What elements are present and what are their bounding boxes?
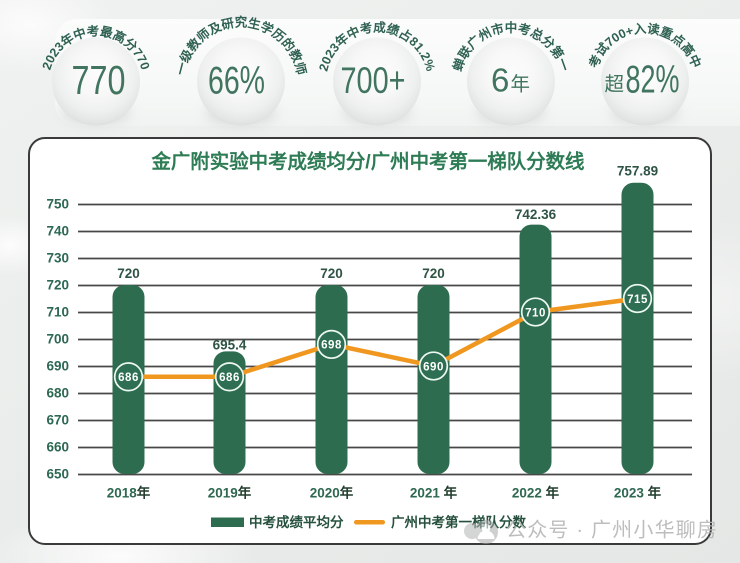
svg-text:2019年: 2019年 — [208, 485, 252, 501]
svg-text:650: 650 — [46, 467, 69, 482]
svg-text:720: 720 — [46, 278, 69, 293]
svg-text:2022 年: 2022 年 — [512, 485, 560, 501]
svg-text:2020年: 2020年 — [310, 485, 354, 501]
svg-text:2021 年: 2021 年 — [410, 485, 458, 501]
svg-text:700: 700 — [46, 332, 69, 347]
svg-text:720: 720 — [422, 266, 445, 281]
svg-text:698: 698 — [321, 340, 342, 352]
svg-text:660: 660 — [46, 440, 69, 455]
svg-text:年: 年 — [511, 74, 531, 96]
svg-text:680: 680 — [46, 386, 69, 401]
svg-text:750: 750 — [46, 197, 69, 212]
svg-text:6: 6 — [491, 62, 509, 99]
svg-text:670: 670 — [46, 413, 69, 428]
svg-text:710: 710 — [525, 307, 546, 319]
svg-text:超: 超 — [605, 74, 625, 96]
svg-text:710: 710 — [46, 305, 69, 320]
svg-text:2018年: 2018年 — [107, 485, 151, 501]
svg-text:730: 730 — [46, 251, 69, 266]
svg-text:中考成绩平均分: 中考成绩平均分 — [249, 514, 344, 530]
svg-text:720: 720 — [320, 266, 343, 281]
svg-text:700+: 700+ — [341, 60, 406, 101]
svg-text:686: 686 — [219, 372, 240, 384]
svg-text:757.89: 757.89 — [617, 164, 658, 179]
svg-text:公众号 · 广州小华聊房: 公众号 · 广州小华聊房 — [506, 519, 718, 542]
svg-text:720: 720 — [117, 266, 140, 281]
svg-text:686: 686 — [118, 372, 139, 384]
svg-text:740: 740 — [46, 224, 69, 239]
svg-text:715: 715 — [627, 294, 648, 306]
svg-text:2023 年: 2023 年 — [614, 485, 662, 501]
svg-text:66%: 66% — [208, 60, 265, 103]
svg-text:770: 770 — [72, 57, 126, 103]
svg-text:82%: 82% — [626, 59, 680, 102]
svg-text:金广附实验中考成绩均分/广州中考第一梯队分数线: 金广附实验中考成绩均分/广州中考第一梯队分数线 — [151, 150, 585, 173]
svg-text:742.36: 742.36 — [515, 207, 557, 222]
svg-text:695.4: 695.4 — [213, 338, 247, 353]
svg-text:690: 690 — [46, 359, 69, 374]
svg-text:690: 690 — [423, 361, 444, 373]
